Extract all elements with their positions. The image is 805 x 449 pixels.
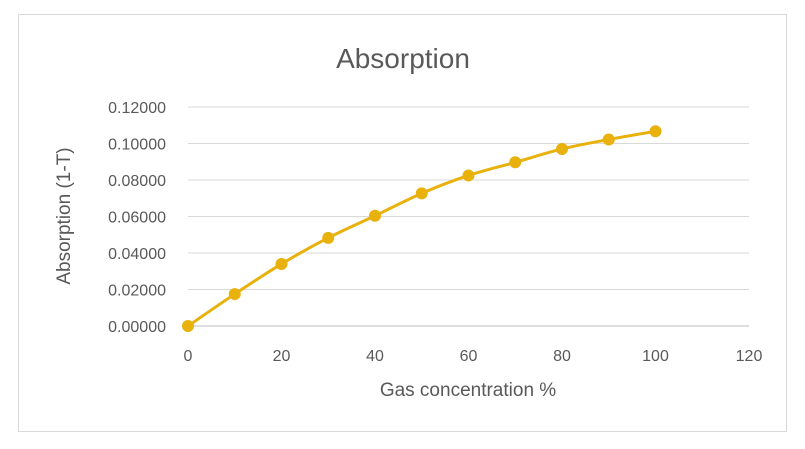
y-tick-label: 0.08000: [108, 173, 166, 190]
x-tick-label: 80: [553, 348, 571, 365]
data-point: [228, 288, 241, 301]
x-tick-label: 20: [273, 348, 291, 365]
y-tick-label: 0.12000: [108, 100, 166, 117]
y-tick-label: 0.00000: [108, 319, 166, 336]
y-tick-labels: 0.00000 0.02000 0.04000 0.06000 0.08000 0.100…: [108, 100, 166, 336]
data-point: [182, 320, 194, 332]
x-tick-label: 60: [460, 348, 478, 365]
data-point: [275, 257, 288, 270]
chart-frame: [18, 14, 787, 432]
gridlines: [188, 106, 749, 327]
data-point: [649, 125, 662, 138]
data-point: [462, 169, 475, 182]
x-tick-label: 120: [736, 348, 763, 365]
y-axis-title: Absorption (1-T): [54, 147, 75, 284]
x-tick-label: 100: [642, 348, 669, 365]
data-point: [509, 156, 522, 169]
x-tick-labels: 0 20 40 60 80 100 120: [184, 348, 763, 365]
x-tick-label: 0: [184, 348, 193, 365]
x-tick-label: 40: [366, 348, 384, 365]
y-tick-label: 0.10000: [108, 137, 166, 154]
x-axis-title: Gas concentration %: [380, 380, 556, 401]
y-tick-label: 0.06000: [108, 210, 166, 227]
chart-title: Absorption: [336, 43, 470, 74]
data-series: [182, 125, 662, 332]
data-point: [322, 231, 335, 244]
data-point: [556, 142, 568, 155]
y-tick-label: 0.02000: [108, 283, 166, 300]
y-tick-label: 0.04000: [108, 246, 166, 263]
data-point: [415, 187, 428, 200]
data-point: [369, 209, 381, 222]
series-line: [187, 129, 656, 328]
data-point: [602, 133, 615, 146]
